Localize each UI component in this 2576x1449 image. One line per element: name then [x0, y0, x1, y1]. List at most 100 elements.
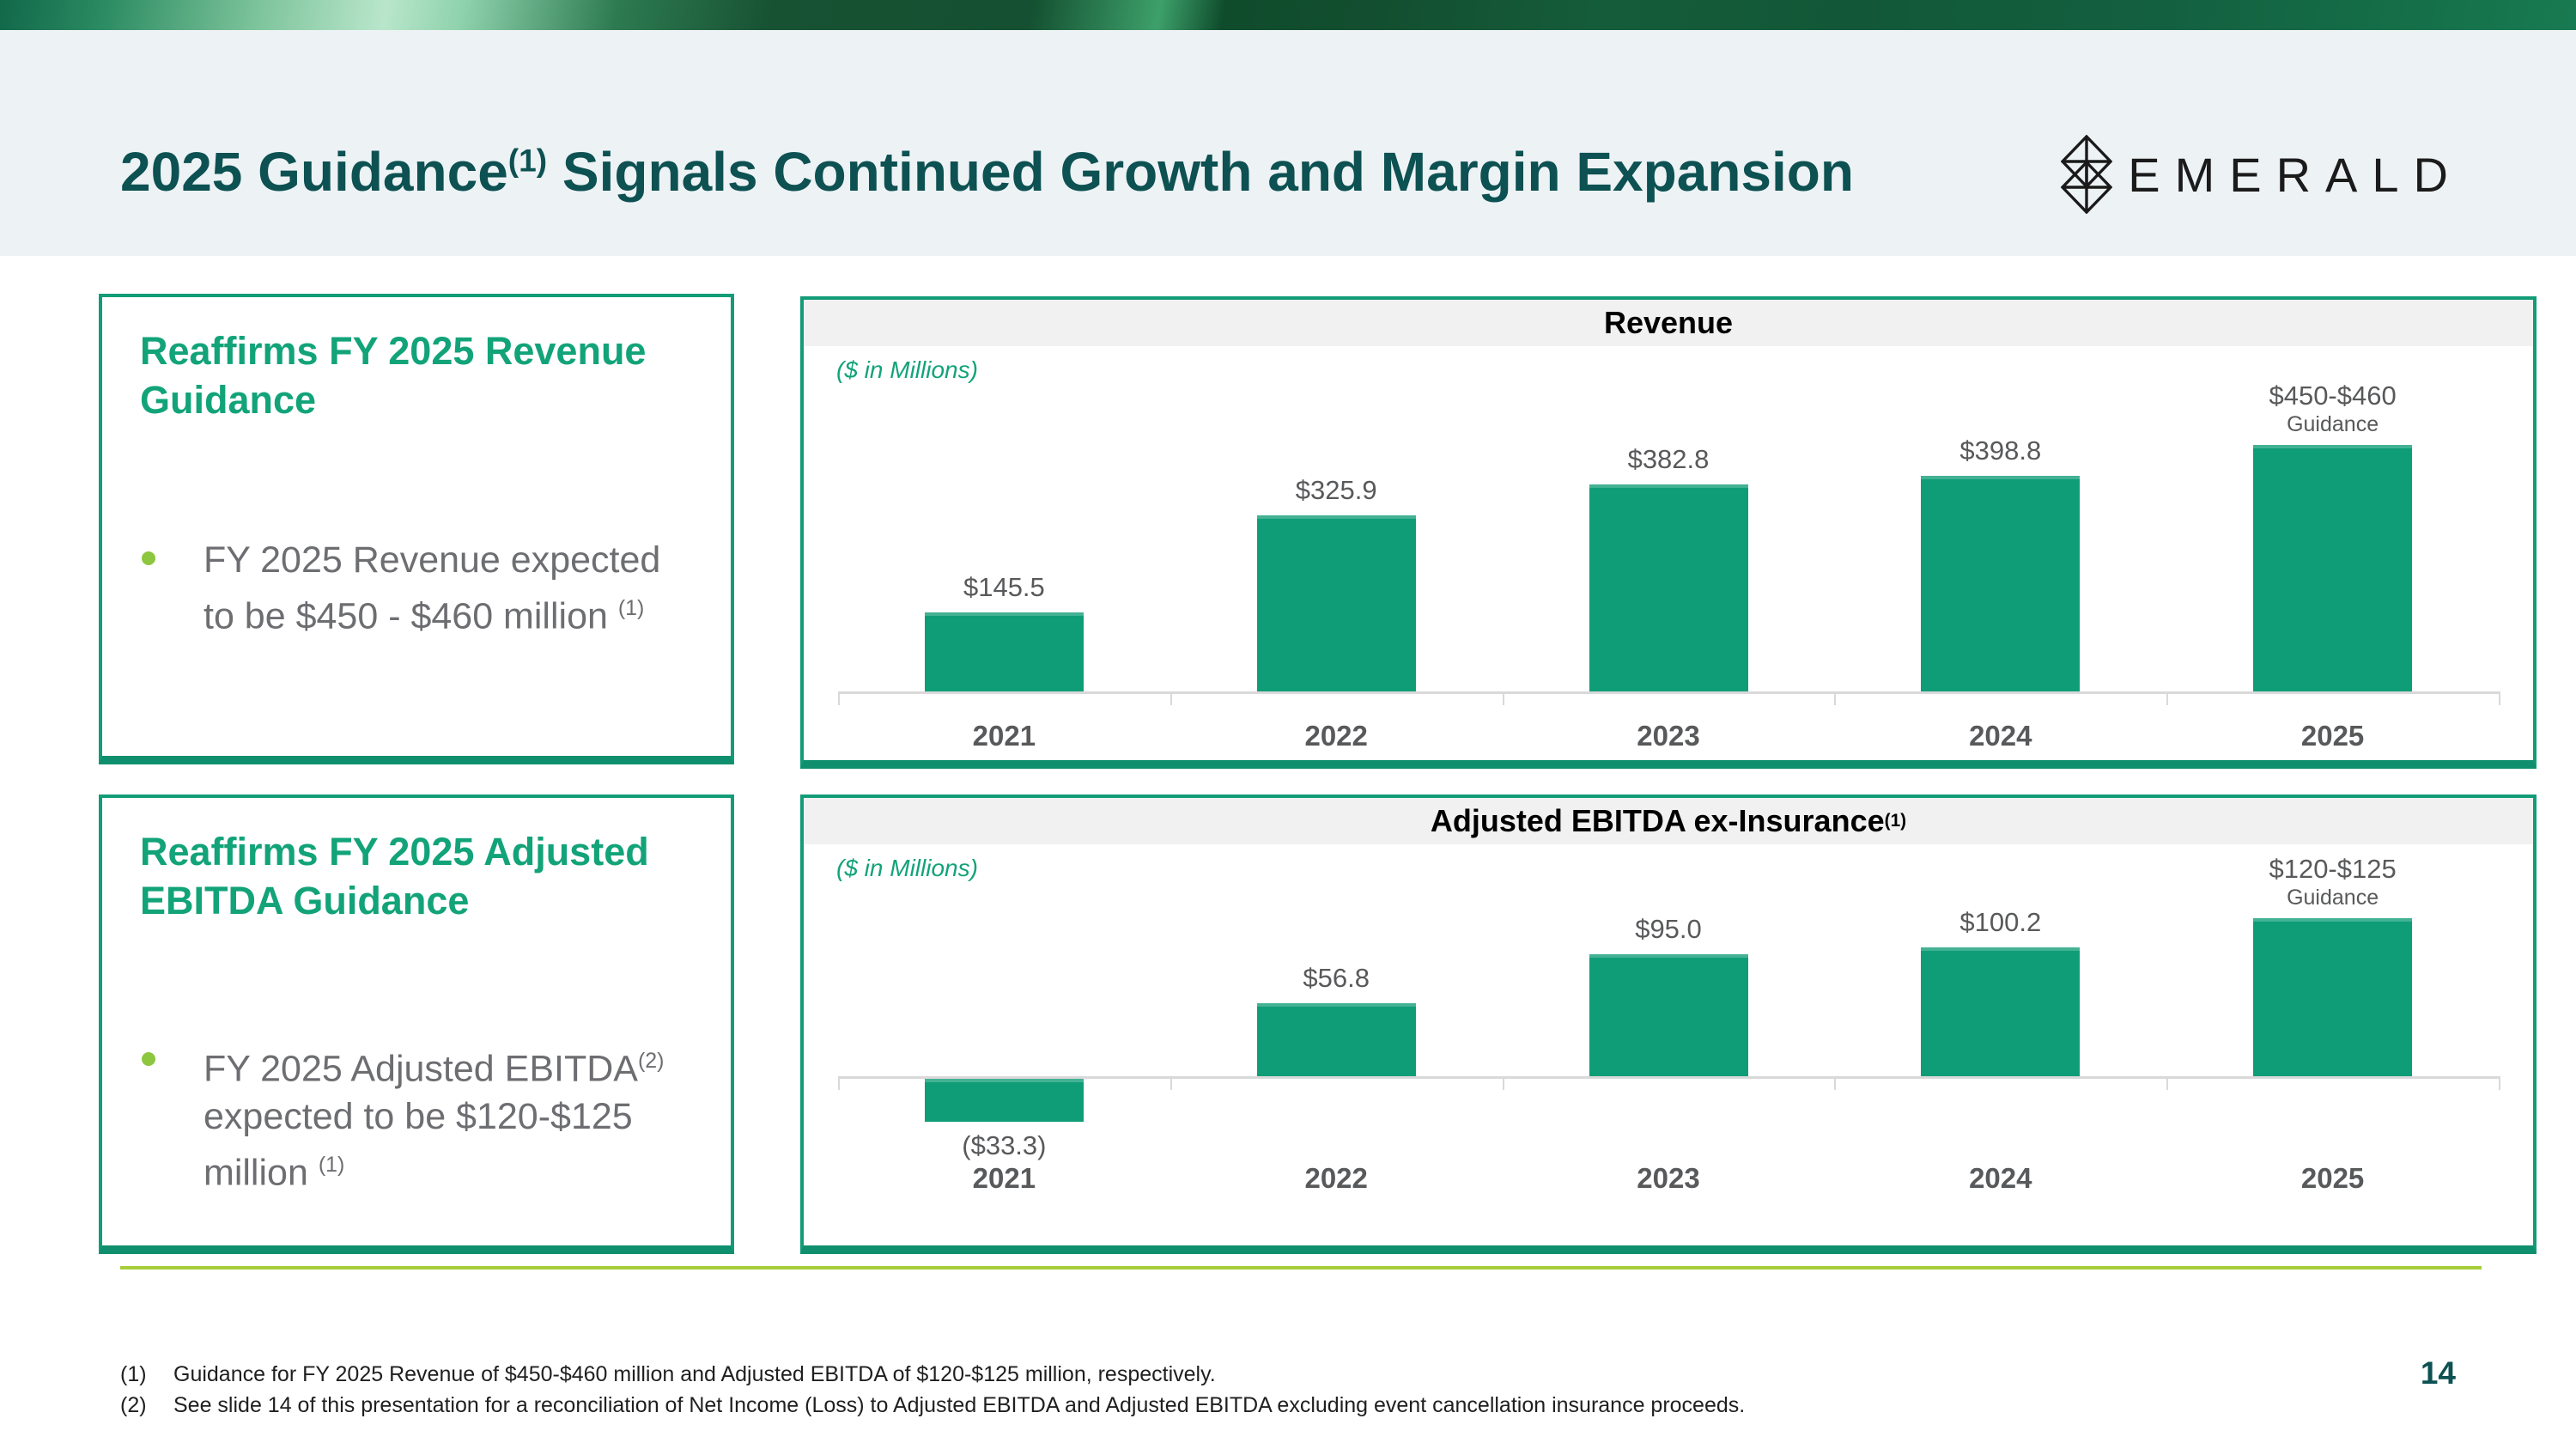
x-axis-label-2022: 2022	[1304, 1162, 1368, 1194]
bar-2023	[1589, 484, 1748, 691]
revenue-guidance-box: Reaffirms FY 2025 Revenue Guidance FY 20…	[99, 294, 734, 764]
axis-tick	[1834, 691, 1837, 705]
bar-sublabel: Guidance	[2287, 412, 2379, 437]
ebitda-guidance-bullet: FY 2025 Adjusted EBITDA(2) expected to b…	[140, 1037, 693, 1197]
revenue-guidance-bullet-text: FY 2025 Revenue expected to be $450 - $4…	[204, 536, 693, 640]
footnote-text: See slide 14 of this presentation for a …	[173, 1393, 1746, 1417]
bar-2024	[1921, 947, 2081, 1076]
chart-title-text: Adjusted EBITDA ex-Insurance	[1430, 803, 1885, 838]
bar-2022	[1256, 1002, 1416, 1076]
footnotes: (1) Guidance for FY 2025 Revenue of $450…	[120, 1359, 1745, 1421]
ebitda-chart-plot: ($33.3) 2021 $56.8 2022 $95.0 2023 $100.2 2024 $…	[804, 844, 2533, 1245]
bullet-text-segment: expected to be $120-$125 million	[204, 1096, 633, 1194]
bar-2025	[2253, 918, 2413, 1076]
bar-2023	[1589, 953, 1748, 1076]
bar-value-label: $325.9	[1207, 474, 1465, 507]
units-note: ($ in Millions)	[836, 356, 978, 383]
x-axis-label-2021: 2021	[972, 720, 1036, 752]
axis-tick	[2166, 1076, 2169, 1090]
footnote-2: (2) See slide 14 of this presentation fo…	[120, 1390, 1745, 1421]
chart-title-text: Revenue	[1603, 305, 1734, 340]
ebitda-guidance-box-title: Reaffirms FY 2025 Adjusted EBITDA Guidan…	[140, 830, 649, 922]
x-axis-label-2025: 2025	[2300, 1162, 2365, 1194]
bar-value-label: $145.5	[875, 571, 1133, 604]
bullet-footnote-ref: (2)	[637, 1049, 665, 1073]
bar-value-label: $95.0	[1540, 913, 1797, 946]
page-title-text-2: Signals Continued Growth and Margin Expa…	[547, 141, 1854, 203]
x-axis-label-2025: 2025	[2300, 720, 2365, 752]
ebitda-guidance-bullet-text: FY 2025 Adjusted EBITDA(2) expected to b…	[204, 1037, 693, 1197]
axis-tick	[2166, 691, 2169, 705]
x-axis-label-2024: 2024	[1969, 1162, 2032, 1194]
page-title-text: 2025 Guidance	[120, 141, 508, 203]
emerald-diamond-icon	[2061, 135, 2113, 214]
footnote-marker: (1)	[120, 1362, 147, 1386]
bar-2025	[2253, 445, 2413, 691]
x-axis-label-2024: 2024	[1969, 720, 2032, 752]
revenue-guidance-box-title: Reaffirms FY 2025 Revenue Guidance	[140, 329, 647, 422]
emerald-logo-text: EMERALD	[2128, 147, 2463, 202]
bar-value: $450-$460	[2269, 381, 2397, 411]
page-number: 14	[2420, 1355, 2456, 1391]
axis-tick	[2499, 691, 2500, 705]
ebitda-chart-panel: Adjusted EBITDA ex-Insurance (1) ($ in Mi…	[800, 795, 2537, 1254]
footer-divider	[120, 1266, 2482, 1269]
bar-value: $145.5	[963, 572, 1045, 603]
page-title: 2025 Guidance(1) Signals Continued Growt…	[120, 140, 1854, 204]
top-gradient-bar	[0, 0, 2576, 30]
bar-value: $398.8	[1959, 435, 2042, 466]
bullet-icon	[142, 551, 155, 565]
ebitda-chart-title: Adjusted EBITDA ex-Insurance (1)	[804, 798, 2533, 844]
footnote-1: (1) Guidance for FY 2025 Revenue of $450…	[120, 1359, 1745, 1390]
bar-value-label: $56.8	[1207, 962, 1465, 995]
axis-tick	[1170, 1076, 1172, 1090]
x-axis-label-2023: 2023	[1637, 720, 1700, 752]
ebitda-guidance-box: Reaffirms FY 2025 Adjusted EBITDA Guidan…	[99, 795, 734, 1254]
x-axis-label-2022: 2022	[1304, 720, 1368, 752]
bar-2021	[924, 612, 1084, 691]
revenue-guidance-bullet: FY 2025 Revenue expected to be $450 - $4…	[140, 536, 693, 640]
bar-sublabel: Guidance	[2287, 886, 2379, 910]
bar-value: $325.9	[1295, 474, 1377, 505]
bar-value: $100.2	[1959, 906, 2042, 937]
bullet-text-segment: FY 2025 Revenue expected to be $450 - $4…	[204, 539, 661, 637]
axis-tick	[838, 1076, 840, 1090]
bullet-footnote-ref: (1)	[617, 596, 645, 620]
bar-2024	[1921, 475, 2081, 691]
bar-2022	[1256, 514, 1416, 691]
bullet-text-segment: FY 2025 Adjusted EBITDA	[204, 1048, 638, 1090]
bar-value-label: $398.8	[1872, 435, 2129, 467]
x-axis	[838, 1076, 2499, 1079]
bar-value: $56.8	[1303, 962, 1370, 993]
axis-tick	[1502, 1076, 1504, 1090]
footnote-marker: (2)	[120, 1393, 147, 1417]
chart-title-footnote-ref: (1)	[1884, 811, 1907, 831]
bar-value: $120-$125	[2269, 854, 2397, 885]
x-axis	[838, 691, 2499, 694]
bar-value-label: $382.8	[1540, 443, 1797, 476]
bar-value: $382.8	[1627, 443, 1710, 474]
bar-value-label: $120-$125 Guidance	[2204, 853, 2462, 910]
revenue-chart-panel: Revenue ($ in Millions) $145.5 2021 $325.9…	[800, 296, 2537, 769]
axis-tick	[1834, 1076, 1837, 1090]
x-axis-label-2021: 2021	[972, 1162, 1036, 1194]
axis-tick	[1502, 691, 1504, 705]
x-axis-label-2023: 2023	[1637, 1162, 1700, 1194]
bar-value-label: ($33.3)	[875, 1129, 1133, 1162]
emerald-logo: EMERALD	[2061, 135, 2463, 214]
revenue-chart-title: Revenue	[804, 300, 2533, 346]
bar-value-label: $100.2	[1872, 906, 2129, 939]
revenue-chart-plot: $145.5 2021 $325.9 2022 $382.8 2023 $398.8 2024…	[804, 346, 2533, 760]
footnote-text: Guidance for FY 2025 Revenue of $450-$46…	[173, 1362, 1216, 1386]
page-title-footnote-ref: (1)	[507, 142, 548, 179]
axis-tick	[1170, 691, 1172, 705]
bar-value: $95.0	[1635, 913, 1702, 944]
axis-tick	[838, 691, 840, 705]
units-note: ($ in Millions)	[836, 855, 978, 881]
bullet-icon	[142, 1052, 155, 1066]
header-band: 2025 Guidance(1) Signals Continued Growt…	[0, 30, 2576, 256]
bar-2021	[924, 1079, 1084, 1122]
bullet-footnote-ref: (1)	[318, 1153, 345, 1178]
axis-tick	[2499, 1076, 2500, 1090]
